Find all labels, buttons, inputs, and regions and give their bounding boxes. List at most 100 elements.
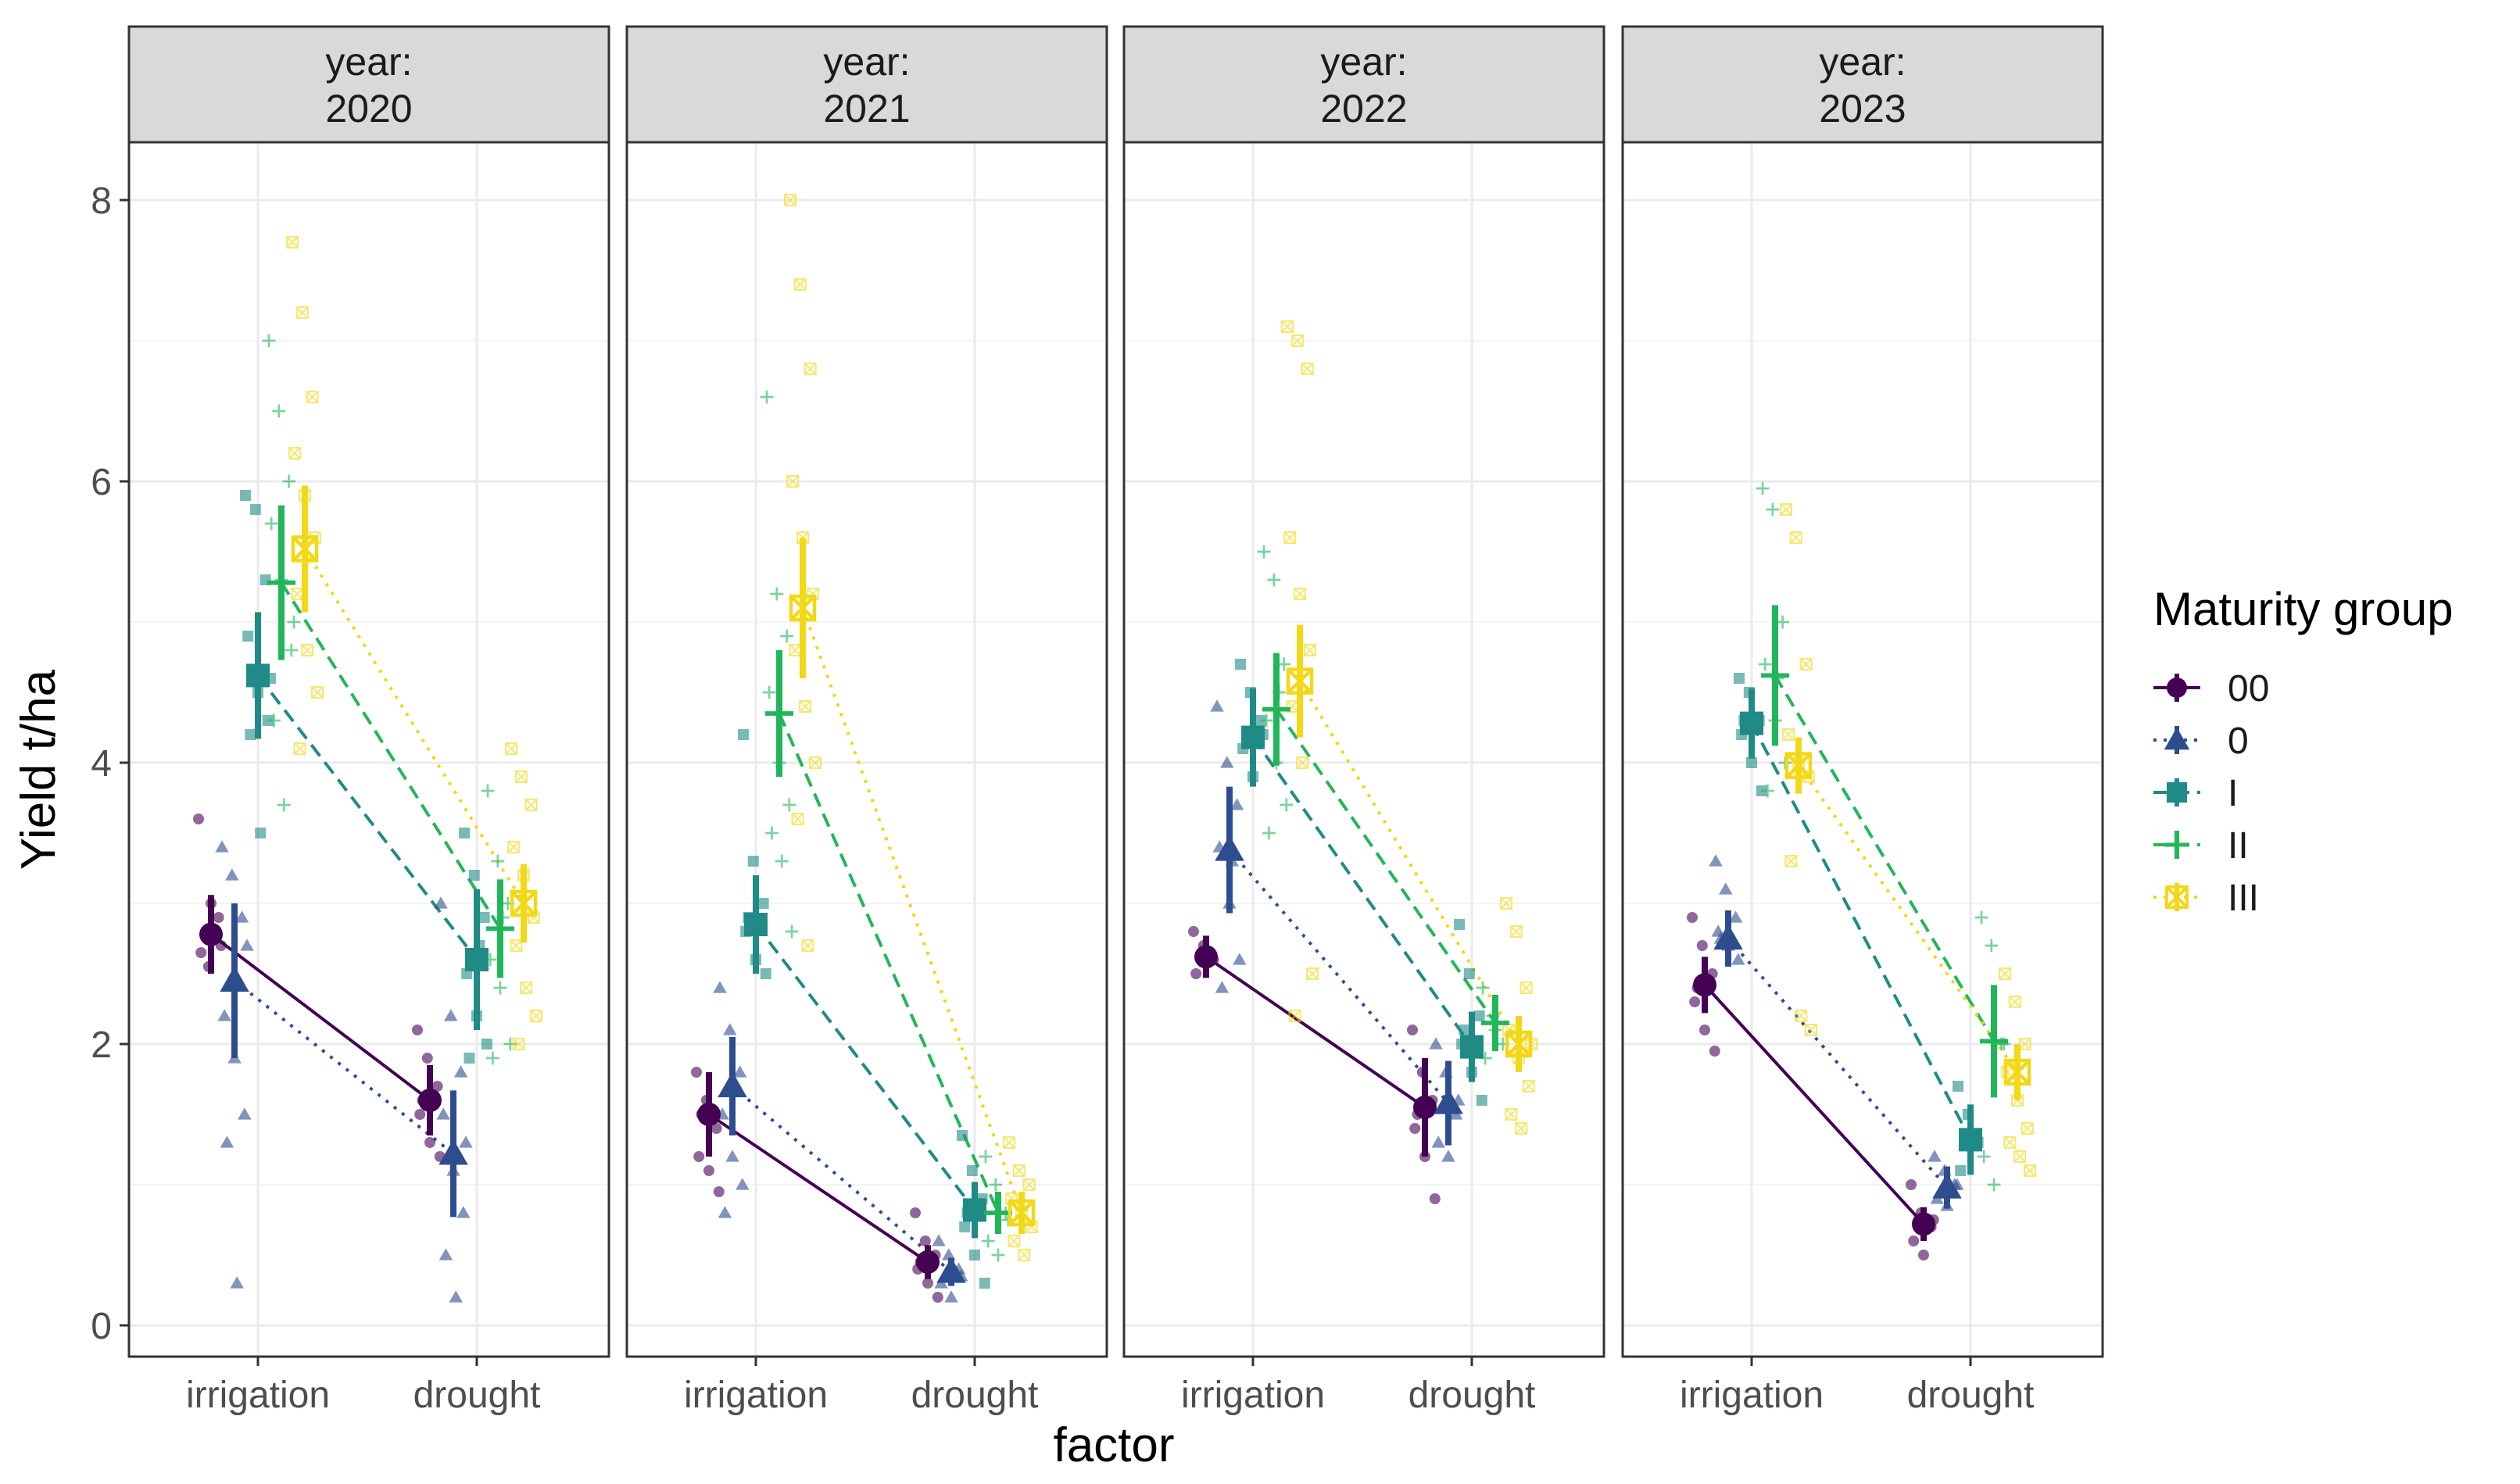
trend-line-II (778, 713, 1000, 1214)
data-point-0 (1731, 953, 1745, 965)
data-point-III-d2 (809, 756, 822, 769)
data-point-00-body (693, 1151, 705, 1162)
data-point-II (762, 685, 776, 699)
mean-point-III (510, 889, 538, 917)
data-point-III (510, 939, 523, 953)
mean-point-00 (1912, 1212, 1935, 1236)
data-point-III (1290, 334, 1304, 348)
data-point-0-body (453, 1065, 468, 1078)
x-tick-label: irrigation (1181, 1375, 1325, 1416)
data-point-III-box (1290, 334, 1304, 348)
data-point-III-box (1804, 1023, 1818, 1037)
data-point-I (747, 856, 759, 867)
data-point-II (287, 615, 301, 629)
legend-key-symbol-body (2164, 727, 2190, 750)
data-point-III-d2 (301, 644, 313, 656)
data-point-III-box (1799, 657, 1813, 671)
data-point-00-body (1699, 1024, 1710, 1035)
data-point-III (791, 812, 804, 826)
data-point-III-box (1002, 1135, 1016, 1150)
mean-point-III-d2 (292, 535, 318, 562)
data-point-I-body (957, 1130, 968, 1141)
panel-background (129, 142, 609, 1357)
mean-point-III-box (789, 594, 817, 622)
data-point-I-body (478, 912, 490, 923)
data-point-III (1515, 1121, 1528, 1135)
legend-item-I: I (2153, 773, 2238, 814)
data-point-0-body (942, 1248, 956, 1261)
mean-point-I (1959, 1128, 1982, 1152)
data-point-III-box (524, 798, 538, 812)
strip-label-prefix: year: (1819, 40, 1906, 84)
data-point-II (780, 629, 793, 643)
trend-line-00 (1703, 984, 1925, 1225)
mean-point-I-body (963, 1198, 986, 1222)
data-point-I-body (1463, 968, 1475, 979)
data-point-00-body (1429, 1193, 1441, 1204)
data-point-00 (691, 1067, 702, 1078)
data-point-III-box (793, 277, 807, 291)
mean-point-III-box (1008, 1199, 1036, 1227)
strip-background (127, 25, 610, 144)
x-tick-label: drought (911, 1375, 1039, 1416)
mean-point-0 (718, 1071, 747, 1098)
data-point-III-box (1283, 531, 1297, 545)
data-point-III-d2 (2024, 1164, 2036, 1177)
mean-point-00 (418, 1089, 442, 1112)
data-point-III-box (1012, 1164, 1026, 1178)
data-point-II (264, 517, 278, 531)
data-point-00-body (1908, 1235, 1920, 1246)
data-point-II (1259, 713, 1273, 728)
data-point-III (1293, 587, 1307, 601)
mean-point-00-body (199, 922, 223, 946)
mean-point-0 (936, 1257, 966, 1283)
data-point-0 (220, 1135, 234, 1148)
data-point-III-d2 (1013, 1164, 1026, 1177)
data-point-III-box (293, 742, 306, 756)
data-point-I (468, 870, 480, 881)
mean-point-I-body (465, 948, 489, 971)
data-point-00 (910, 1207, 921, 1218)
data-point-III-box (507, 840, 521, 854)
data-point-0-body (944, 1290, 958, 1303)
legend-label: 0 (2228, 721, 2249, 762)
data-point-I (959, 1221, 971, 1232)
trend-line-II (1774, 674, 1996, 1042)
mean-point-00 (916, 1250, 940, 1274)
strip-label-prefix: year: (325, 40, 412, 84)
mean-point-III-box (1286, 667, 1314, 695)
data-point-III (1018, 1248, 1031, 1262)
data-point-00-body (932, 1292, 943, 1303)
data-point-III-d2 (528, 911, 540, 924)
data-point-III-d2 (789, 644, 802, 656)
data-point-00-body (713, 1186, 725, 1197)
data-point-00-body (412, 1024, 423, 1035)
y-tick-label: 6 (91, 462, 112, 503)
mean-point-00-body (916, 1250, 940, 1274)
data-point-I (1459, 1024, 1470, 1035)
legend-key-symbol-d2 (2165, 885, 2189, 909)
data-point-III-d2 (515, 771, 528, 783)
data-point-0 (1441, 1150, 1455, 1162)
data-point-I (1235, 659, 1246, 670)
data-point-III-d2 (1291, 334, 1304, 347)
data-point-III-d2 (1026, 1221, 1038, 1233)
data-point-0 (449, 1290, 463, 1303)
mean-point-I-body (1241, 725, 1265, 749)
data-point-III-box (1509, 924, 1523, 939)
mean-point-I (246, 663, 270, 688)
panel-background (1124, 142, 1604, 1357)
data-point-00 (195, 947, 207, 958)
data-point-0 (1719, 882, 1733, 895)
data-point-III-d2 (1005, 1193, 1018, 1205)
data-point-I (464, 1053, 475, 1064)
data-point-00-body (1407, 1024, 1418, 1035)
data-point-III (2008, 995, 2021, 1009)
data-point-0-body (723, 1023, 737, 1035)
data-point-I-body (1734, 673, 1745, 684)
legend-item-II: II (2153, 825, 2249, 867)
legend-key-symbol (2164, 832, 2189, 857)
data-point-III-d2 (1306, 967, 1319, 980)
data-point-III-d2 (505, 742, 517, 755)
data-point-II (481, 784, 495, 798)
